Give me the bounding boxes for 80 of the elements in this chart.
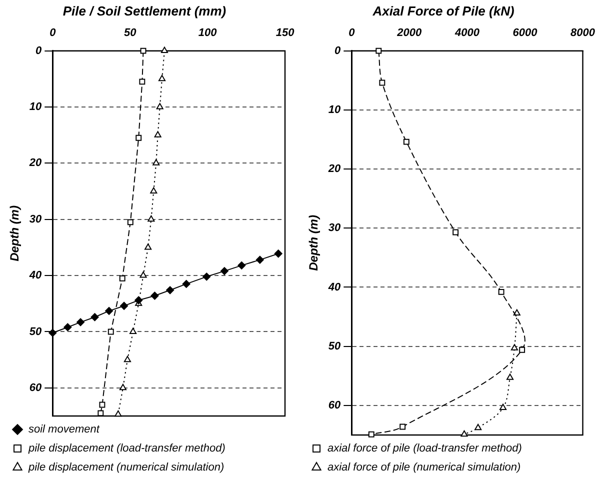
y-tick-label: 50 [328,340,342,352]
point [400,424,406,430]
point [379,80,386,86]
y-tick-label: 0 [334,44,342,57]
y-axis-title: Depth (m) [8,205,22,262]
point [64,323,72,332]
x-tick-label: 50 [124,27,138,40]
x-tick-label: 4000 [454,27,480,40]
point [76,318,85,326]
y-tick-label: 30 [29,213,43,226]
point [376,48,382,54]
chart-title: Axial Force of Pile (kN) [372,3,514,18]
point [105,306,114,315]
x-tick-label: 8000 [570,27,596,40]
y-tick-label: 10 [29,101,43,114]
point [499,404,507,410]
y-tick-label: 20 [327,163,342,176]
point [108,328,114,335]
point [124,356,131,362]
y-tick-label: 60 [328,399,342,412]
point [160,46,168,54]
x-tick-label: 150 [276,27,296,40]
point [506,374,514,380]
point [156,102,164,110]
point [238,261,246,270]
y-tick-label: 20 [28,157,43,170]
point [114,410,122,417]
point [182,280,190,288]
point [139,78,146,85]
y-tick-label: 10 [328,104,342,116]
point [119,384,126,390]
point [154,131,162,138]
point [498,288,504,295]
point [256,256,264,264]
point [148,215,155,222]
point [452,229,459,236]
point [48,328,57,337]
point [136,134,142,141]
point [519,346,526,353]
point [130,328,137,334]
x-tick-label: 0 [50,27,57,40]
y-tick-label: 40 [327,281,342,294]
x-tick-label: 100 [198,27,218,40]
y-tick-label: 60 [29,382,43,394]
legend-label: axial force of pile (load-transfer method) [328,442,522,455]
point [474,424,482,430]
point [510,344,518,350]
y-tick-label: 50 [29,326,43,338]
point [202,272,211,281]
y-tick-label: 0 [36,44,43,57]
point [90,313,99,322]
x-tick-label: 2000 [396,27,423,40]
point [150,187,158,194]
x-tick-label: 0 [348,27,356,40]
point [99,402,106,408]
point [140,272,147,278]
x-tick-label: 6000 [512,27,538,40]
legend-label: pile displacement (load-transfer method) [28,442,226,455]
point [144,243,152,250]
legend-label: axial force of pile (numerical simulation) [328,462,522,474]
legend-label: pile displacement (numerical simulation) [28,462,224,474]
point [140,48,146,54]
point [119,275,126,282]
point [220,267,228,276]
point [158,74,166,82]
y-axis-title: Depth (m) [306,214,321,271]
chart-title: Pile / Soil Settlement (mm) [62,3,226,18]
legend-label: soil movement [28,424,100,436]
point [460,430,468,437]
y-tick-label: 40 [28,270,43,282]
point [403,138,410,145]
y-tick-label: 30 [328,222,342,234]
point [368,431,374,438]
point [166,286,174,294]
point [134,296,143,304]
point [120,302,128,310]
point [274,250,282,258]
point [150,292,159,300]
point [152,159,160,166]
point [127,219,134,226]
